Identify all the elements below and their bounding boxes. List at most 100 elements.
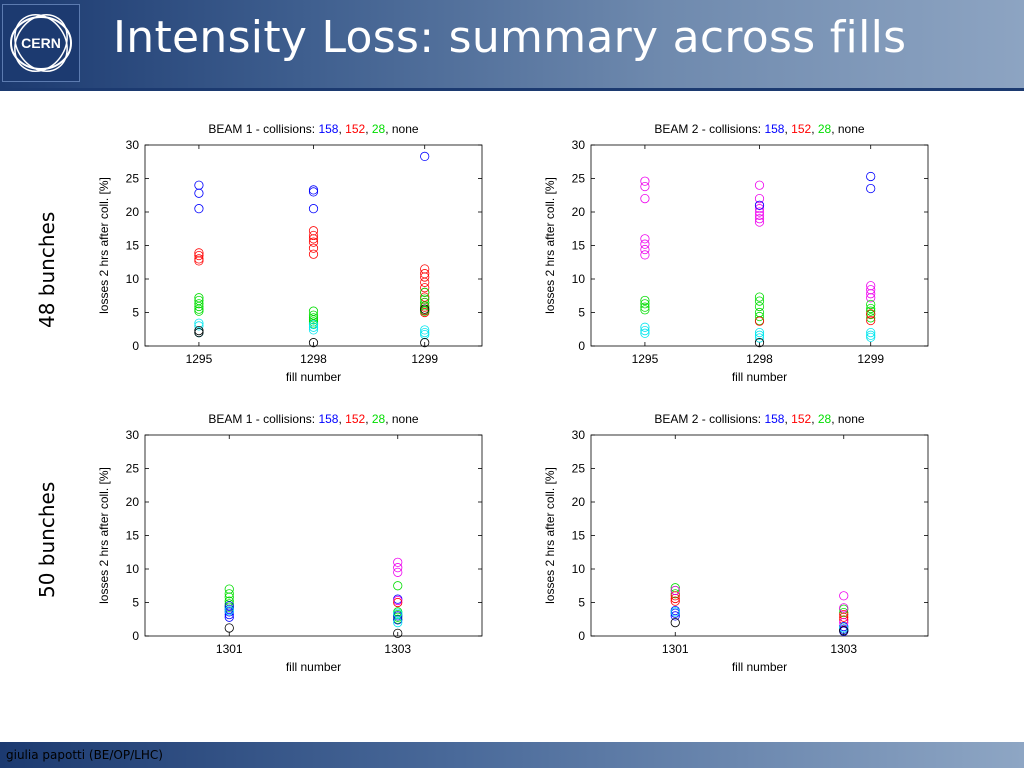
y-tick-label: 25 (572, 172, 586, 186)
data-point (224, 605, 234, 616)
data-point (308, 187, 319, 197)
data-point (194, 328, 204, 338)
data-point (866, 313, 876, 323)
data-point (194, 299, 204, 309)
chart-title: BEAM 2 - collisions: 158, 152, 28, none (654, 122, 865, 136)
data-point (640, 295, 650, 306)
data-point (194, 301, 204, 312)
chart-title-part: , (784, 122, 791, 136)
logo-text: CERN (21, 35, 61, 51)
data-point (308, 243, 319, 253)
chart-title: BEAM 1 - collisions: 158, 152, 28, none (208, 412, 419, 426)
data-point (640, 181, 650, 192)
y-tick-label: 20 (126, 495, 140, 509)
data-point (866, 306, 876, 316)
y-tick-label: 30 (126, 428, 140, 442)
chart-title-part: 158 (318, 412, 338, 426)
data-point (670, 591, 680, 601)
plot-area: 0 5 10 15 20 25 30 1295 1298 1299 fill number losse… (543, 122, 929, 384)
data-point (194, 321, 204, 331)
data-point (194, 256, 204, 266)
chart-title-part: , (365, 122, 372, 136)
y-tick-label: 30 (572, 428, 586, 442)
data-point (308, 313, 319, 323)
chart-beam2-48-bunches: 0 5 10 15 20 25 30 1295 1298 1299 fill number losse… (543, 122, 929, 384)
data-point (640, 305, 650, 315)
data-point (754, 207, 765, 217)
data-point (420, 283, 430, 293)
data-point (754, 328, 765, 338)
y-tick-label: 10 (572, 562, 586, 576)
data-point (866, 171, 876, 182)
chart-beam2-50-bunches: 0 5 10 15 20 25 30 1301 1303 fill number losses 2 … (543, 412, 929, 674)
data-point (420, 294, 430, 304)
data-point (393, 581, 403, 591)
footer-author: giulia papotti (BE/OP/LHC) (6, 748, 163, 762)
data-point (640, 325, 650, 336)
data-point (308, 204, 319, 214)
data-point (420, 151, 430, 161)
y-axis-label: losses 2 hrs after coll. [%] (543, 177, 557, 314)
data-point (670, 596, 680, 606)
page-title: Intensity Loss: summary across fills (113, 12, 907, 63)
plot-area: 0 5 10 15 20 25 30 1301 1303 fill number losses 2 … (543, 412, 929, 674)
chart-title-part: , (338, 412, 345, 426)
data-point (670, 585, 680, 596)
chart-title-prefix: BEAM 1 - collisions: (208, 412, 318, 426)
x-tick-label: 1301 (216, 642, 243, 656)
y-tick-label: 0 (132, 629, 139, 643)
data-point (308, 325, 319, 335)
y-tick-label: 15 (572, 529, 586, 543)
data-point (308, 315, 319, 325)
data-point (640, 250, 650, 260)
data-point (640, 193, 650, 204)
chart-title-part: 28 (818, 412, 832, 426)
data-point (754, 210, 765, 220)
data-point (393, 567, 403, 577)
chart-title-part: , (811, 122, 818, 136)
data-point (640, 299, 650, 309)
x-tick-label: 1299 (411, 352, 438, 366)
chart-title: BEAM 1 - collisions: 158, 152, 28, none (208, 122, 419, 136)
data-point (754, 180, 765, 190)
data-point (670, 618, 680, 628)
y-tick-label: 0 (578, 629, 585, 643)
data-point (640, 176, 650, 186)
chart-title-part: 28 (818, 122, 832, 136)
data-point (754, 200, 765, 210)
data-point (754, 338, 765, 348)
chart-title-part: 152 (345, 412, 365, 426)
data-point (393, 628, 403, 638)
data-point (640, 239, 650, 249)
header-bar (0, 0, 1024, 88)
y-tick-label: 25 (572, 462, 586, 476)
data-point (839, 603, 849, 613)
data-point (420, 328, 430, 338)
data-point (308, 185, 319, 195)
data-point (754, 296, 765, 306)
data-point (420, 301, 430, 311)
x-tick-label: 1303 (830, 642, 857, 656)
data-point (754, 330, 765, 340)
y-tick-label: 15 (572, 239, 586, 253)
chart-title-part: 28 (372, 412, 386, 426)
data-point (640, 302, 650, 312)
data-point (640, 328, 650, 338)
data-point (308, 249, 319, 259)
row-label-50-bunches: 50 bunches (35, 481, 59, 599)
axes-box (590, 434, 929, 637)
chart-title-part: , (811, 412, 818, 426)
chart-title-part: 158 (764, 412, 784, 426)
chart-title-prefix: BEAM 1 - collisions: (208, 122, 318, 136)
data-point (866, 299, 876, 310)
x-tick-label: 1303 (384, 642, 411, 656)
x-axis-label: fill number (732, 660, 787, 674)
chart-title-part: 158 (318, 122, 338, 136)
y-tick-label: 25 (126, 462, 140, 476)
y-tick-label: 10 (572, 272, 586, 286)
plot-area: 0 5 10 15 20 25 30 1301 1303 fill number losses 2 … (97, 412, 483, 674)
y-tick-label: 15 (126, 239, 140, 253)
data-point (393, 595, 403, 606)
data-point (754, 292, 765, 302)
chart-title-part: , none (831, 412, 865, 426)
